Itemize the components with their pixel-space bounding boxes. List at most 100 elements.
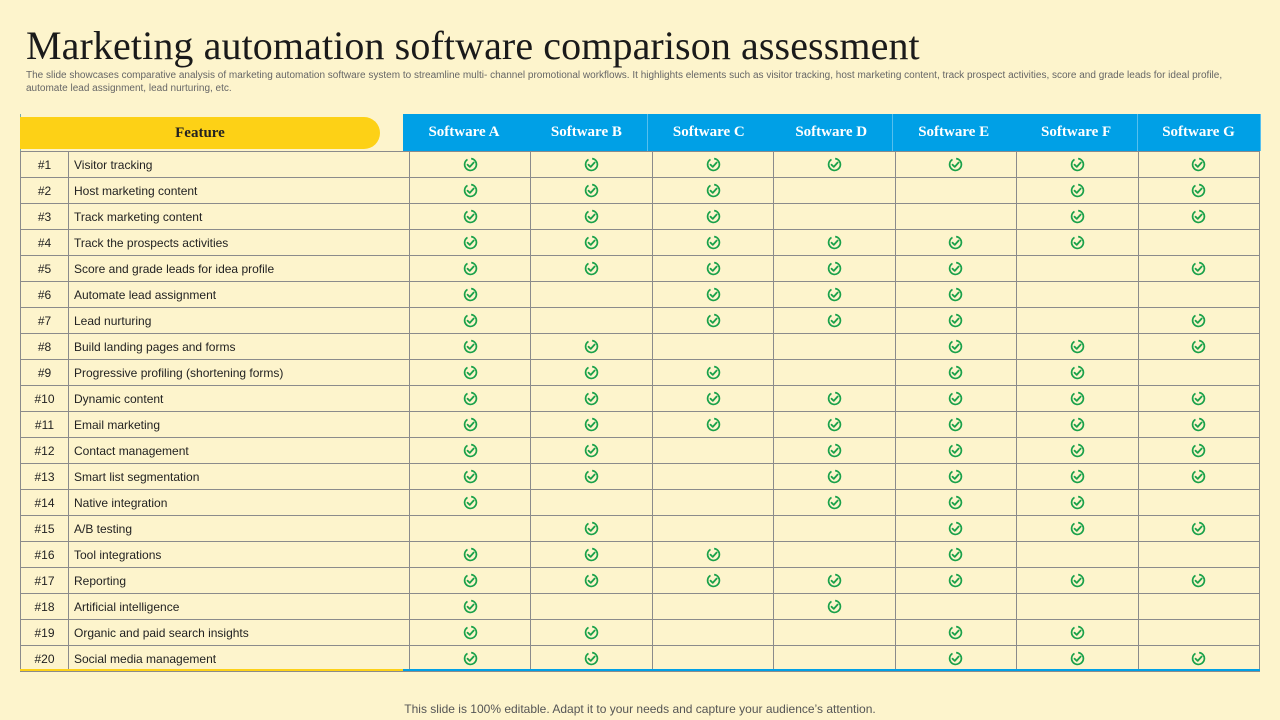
circle-check-icon: [827, 157, 842, 172]
support-cell: [651, 255, 775, 282]
table-row: #13 Smart list segmentation: [20, 463, 1261, 490]
support-cell: [773, 463, 896, 490]
row-number: #3: [20, 203, 69, 230]
support-cell: [1137, 463, 1261, 490]
support-cell: [530, 411, 653, 438]
support-cell: [1016, 307, 1139, 334]
support-cell: [1016, 177, 1139, 204]
support-cell: [1016, 411, 1139, 438]
support-cell: [530, 541, 653, 568]
support-cell: [408, 567, 532, 594]
support-cell: [773, 281, 896, 308]
software-header-g: Software G: [1137, 114, 1261, 151]
table-row: #19 Organic and paid search insights: [20, 619, 1261, 646]
software-header-c: Software C: [647, 114, 771, 151]
circle-check-icon: [706, 183, 721, 198]
circle-check-icon: [463, 209, 478, 224]
support-cell: [894, 567, 1018, 594]
support-cell: [1016, 229, 1139, 256]
support-cell: [408, 229, 532, 256]
support-cell: [1137, 437, 1261, 464]
circle-check-icon: [463, 313, 478, 328]
circle-check-icon: [463, 365, 478, 380]
circle-check-icon: [706, 391, 721, 406]
support-cell: [408, 333, 532, 360]
circle-check-icon: [948, 625, 963, 640]
table-row: #4 Track the prospects activities: [20, 229, 1261, 256]
support-cell: [773, 515, 896, 542]
support-cell: [1016, 489, 1139, 516]
support-cell: [651, 515, 775, 542]
circle-check-icon: [463, 417, 478, 432]
circle-check-icon: [1191, 651, 1206, 666]
support-cell: [651, 177, 775, 204]
support-cell: [408, 645, 532, 672]
circle-check-icon: [1070, 157, 1085, 172]
circle-check-icon: [463, 443, 478, 458]
support-cell: [408, 463, 532, 490]
circle-check-icon: [1191, 313, 1206, 328]
support-cell: [773, 567, 896, 594]
support-cell: [894, 229, 1018, 256]
circle-check-icon: [584, 183, 599, 198]
support-cell: [530, 307, 653, 334]
support-cell: [651, 411, 775, 438]
support-cell: [530, 359, 653, 386]
circle-check-icon: [1070, 209, 1085, 224]
feature-name: Automate lead assignment: [68, 281, 410, 308]
circle-check-icon: [1191, 183, 1206, 198]
feature-name: Progressive profiling (shortening forms): [68, 359, 410, 386]
circle-check-icon: [1191, 209, 1206, 224]
table-row: #6 Automate lead assignment: [20, 281, 1261, 308]
circle-check-icon: [827, 235, 842, 250]
circle-check-icon: [948, 417, 963, 432]
table-row: #7 Lead nurturing: [20, 307, 1261, 334]
row-number: #20: [20, 645, 69, 672]
row-number: #18: [20, 593, 69, 620]
support-cell: [773, 593, 896, 620]
feature-name: Artificial intelligence: [68, 593, 410, 620]
support-cell: [894, 333, 1018, 360]
circle-check-icon: [706, 157, 721, 172]
row-number: #8: [20, 333, 69, 360]
feature-name: Track marketing content: [68, 203, 410, 230]
row-number: #12: [20, 437, 69, 464]
support-cell: [1016, 567, 1139, 594]
circle-check-icon: [948, 365, 963, 380]
circle-check-icon: [948, 443, 963, 458]
support-cell: [530, 255, 653, 282]
support-cell: [651, 567, 775, 594]
support-cell: [773, 177, 896, 204]
support-cell: [408, 385, 532, 412]
row-number: #13: [20, 463, 69, 490]
software-header-a: Software A: [403, 114, 526, 151]
support-cell: [773, 437, 896, 464]
feature-name: Dynamic content: [68, 385, 410, 412]
support-cell: [894, 515, 1018, 542]
circle-check-icon: [463, 261, 478, 276]
circle-check-icon: [827, 469, 842, 484]
support-cell: [894, 281, 1018, 308]
support-cell: [773, 151, 896, 178]
support-cell: [530, 281, 653, 308]
circle-check-icon: [463, 469, 478, 484]
support-cell: [894, 593, 1018, 620]
support-cell: [530, 177, 653, 204]
row-number: #15: [20, 515, 69, 542]
software-header-b: Software B: [525, 114, 649, 151]
table-row: #12 Contact management: [20, 437, 1261, 464]
software-header-e: Software E: [892, 114, 1016, 151]
slide-footer: This slide is 100% editable. Adapt it to…: [404, 702, 876, 716]
support-cell: [894, 489, 1018, 516]
support-cell: [530, 593, 653, 620]
support-cell: [1016, 515, 1139, 542]
row-number: #9: [20, 359, 69, 386]
support-cell: [1137, 229, 1261, 256]
feature-name: Host marketing content: [68, 177, 410, 204]
circle-check-icon: [1191, 573, 1206, 588]
feature-name: Track the prospects activities: [68, 229, 410, 256]
support-cell: [894, 541, 1018, 568]
feature-name: Reporting: [68, 567, 410, 594]
support-cell: [1137, 385, 1261, 412]
software-header-f: Software F: [1015, 114, 1139, 151]
